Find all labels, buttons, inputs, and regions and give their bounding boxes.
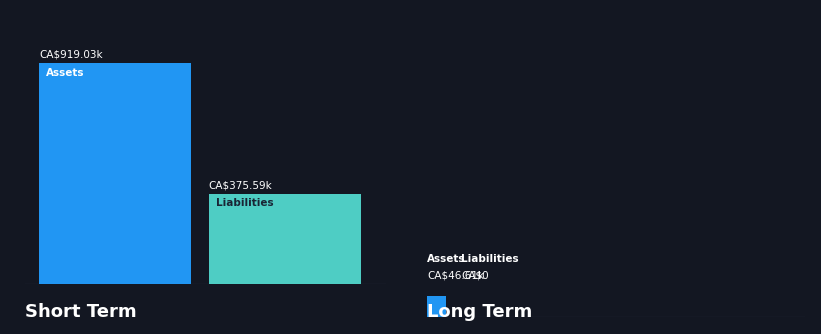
Text: CA$375.59k: CA$375.59k [209,180,273,190]
Bar [39,63,190,284]
Text: Liabilities: Liabilities [461,255,519,265]
Text: Short Term: Short Term [25,303,136,321]
Text: Liabilities: Liabilities [216,198,273,208]
Bar [427,296,446,317]
Text: Assets: Assets [427,255,466,265]
Text: CA$0: CA$0 [461,271,488,281]
Text: Assets: Assets [46,67,85,77]
Bar [209,194,360,284]
Text: CA$919.03k: CA$919.03k [39,50,103,60]
Text: CA$46.61k: CA$46.61k [427,271,484,281]
Text: Long Term: Long Term [427,303,532,321]
